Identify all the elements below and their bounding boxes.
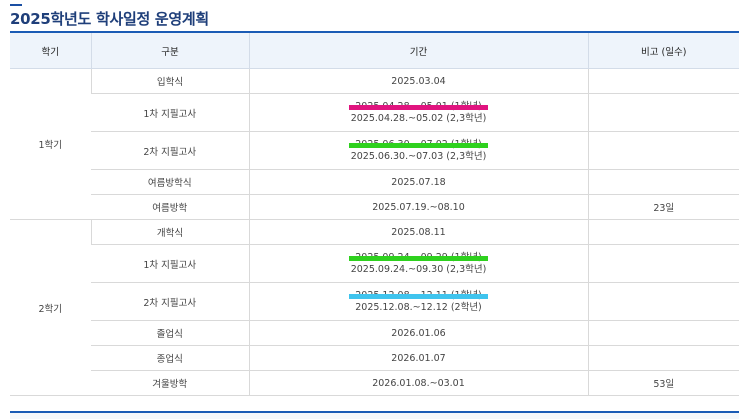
note-cell xyxy=(587,93,739,132)
note-cell: 53일 xyxy=(587,370,739,396)
category-cell: 1차 지필고사 xyxy=(91,93,249,132)
category-cell: 종업식 xyxy=(91,345,249,371)
header-period: 기간 xyxy=(248,31,588,69)
table-row: 2학기 개학식 2025.08.11 xyxy=(10,219,739,396)
highlighted-period: 2025.12.08.~12.11 (1학년) xyxy=(349,290,488,302)
category-cell: 입학식 xyxy=(90,68,249,94)
page-title: 2025학년도 학사일정 운영계획 xyxy=(10,10,209,28)
note-cell xyxy=(587,282,739,321)
category-cell: 졸업식 xyxy=(91,320,249,346)
period-cell: 2025.04.28.~05.01 (1학년) 2025.04.28.~05.0… xyxy=(248,93,588,132)
period-cell: 2025.12.08.~12.11 (1학년) 2025.12.08.~12.1… xyxy=(248,282,588,321)
title-accent-bar xyxy=(10,4,22,6)
highlighted-period: 2025.06.30.~07.02 (1학년) xyxy=(349,139,488,151)
category-cell: 겨울방학 xyxy=(91,370,249,396)
note-cell xyxy=(587,68,739,94)
category-cell: 여름방학식 xyxy=(91,169,249,195)
category-cell: 2차 지필고사 xyxy=(91,282,249,321)
category-cell: 2차 지필고사 xyxy=(91,131,249,170)
semester-2-cell: 2학기 xyxy=(10,219,91,396)
period-cell: 2026.01.08.~03.01 xyxy=(248,370,588,396)
header-category: 구분 xyxy=(90,31,249,69)
highlighted-period: 2025.04.28.~05.01 (1학년) xyxy=(349,101,488,113)
category-cell: 개학식 xyxy=(90,219,249,245)
magenta-highlight-mark xyxy=(349,104,488,110)
note-cell xyxy=(587,131,739,170)
category-cell: 1차 지필고사 xyxy=(91,244,249,283)
note-cell xyxy=(587,345,739,371)
schedule-table: 학기 구분 기간 비고 (일수) 1학기 입학식 2025.03.04 1차 지… xyxy=(10,31,739,396)
header-semester: 학기 xyxy=(10,31,91,69)
period-cell: 2025.09.24.~09.29 (1학년) 2025.09.24.~09.3… xyxy=(248,244,588,283)
period-cell: 2025.08.11 xyxy=(248,219,588,245)
note-cell xyxy=(587,320,739,346)
header-note: 비고 (일수) xyxy=(587,31,739,69)
period-cell: 2026.01.06 xyxy=(248,320,588,346)
note-cell xyxy=(587,244,739,283)
table-row: 여름방학 2025.07.19.~08.10 23일 xyxy=(10,194,739,220)
table-row: 1차 지필고사 2025.09.24.~09.29 (1학년) 2025.09.… xyxy=(10,244,739,283)
cyan-highlight-mark xyxy=(349,293,488,299)
period-cell: 2026.01.07 xyxy=(248,345,588,371)
note-cell xyxy=(587,219,739,245)
highlighted-period: 2025.09.24.~09.29 (1학년) xyxy=(349,252,488,264)
next-table-top-border xyxy=(10,411,739,413)
table-row: 2차 지필고사 2025.06.30.~07.02 (1학년) 2025.06.… xyxy=(10,131,739,170)
period-cell: 2025.06.30.~07.02 (1학년) 2025.06.30.~07.0… xyxy=(248,131,588,170)
table-row: 2차 지필고사 2025.12.08.~12.11 (1학년) 2025.12.… xyxy=(10,282,739,321)
period-cell: 2025.03.04 xyxy=(248,68,588,94)
table-row: 1차 지필고사 2025.04.28.~05.01 (1학년) 2025.04.… xyxy=(10,93,739,132)
period-cell: 2025.07.18 xyxy=(248,169,588,195)
table-row: 1학기 입학식 2025.03.04 xyxy=(10,68,739,220)
table-row: 졸업식 2026.01.06 xyxy=(10,320,739,346)
table-header-row: 학기 구분 기간 비고 (일수) xyxy=(10,31,739,69)
note-cell: 23일 xyxy=(587,194,739,220)
period-cell: 2025.07.19.~08.10 xyxy=(248,194,588,220)
table-row: 겨울방학 2026.01.08.~03.01 53일 xyxy=(10,370,739,396)
semester-1-cell: 1학기 xyxy=(10,68,91,220)
green-highlight-mark xyxy=(349,142,488,148)
next-table-header-strip xyxy=(10,413,739,419)
table-row: 여름방학식 2025.07.18 xyxy=(10,169,739,195)
category-cell: 여름방학 xyxy=(91,194,249,220)
table-row: 종업식 2026.01.07 xyxy=(10,345,739,371)
note-cell xyxy=(587,169,739,195)
green-highlight-mark xyxy=(349,255,488,261)
